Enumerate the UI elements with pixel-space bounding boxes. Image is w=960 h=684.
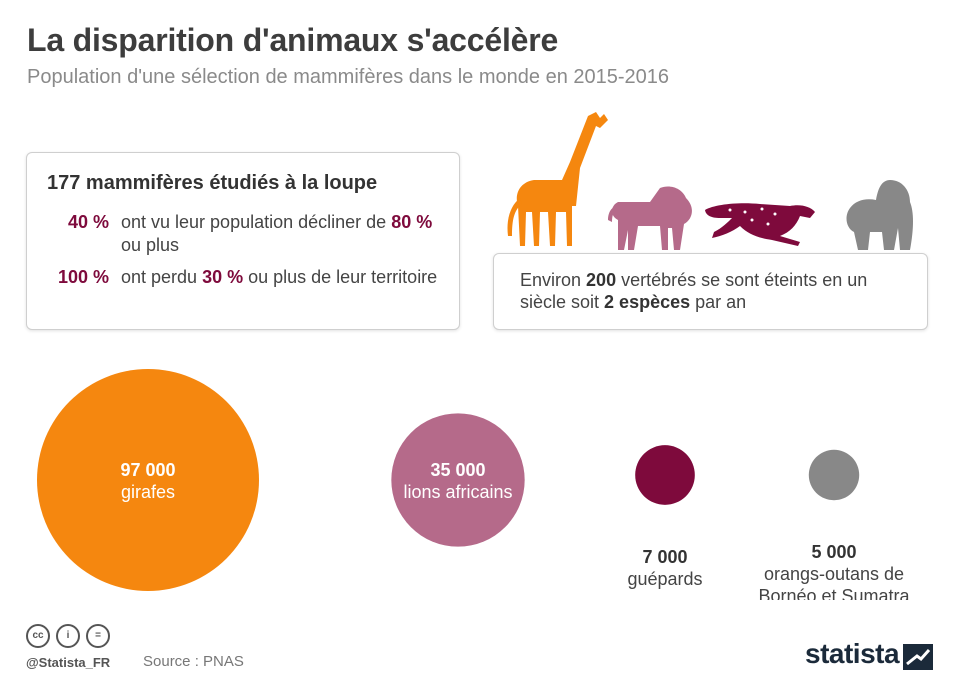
- source-note: Source : PNAS: [143, 653, 244, 670]
- nd-icon: =: [86, 624, 110, 648]
- note-text: Environ 200 vertébrés se sont éteints en…: [520, 270, 868, 312]
- chart-title: La disparition d'animaux s'accélère: [27, 22, 559, 58]
- info-box: 177 mammifères étudiés à la loupe 40 % o…: [26, 152, 460, 330]
- bubble-2: [635, 445, 695, 505]
- gorilla-icon: [846, 180, 913, 250]
- giraffe-icon: [507, 112, 608, 246]
- stat-text: ont vu leur population décliner de 80 % …: [121, 212, 433, 255]
- license-icons: cc i =: [26, 624, 116, 652]
- bubble-category-label: lions africains: [403, 482, 512, 502]
- bubble-category-label: guépards: [627, 569, 702, 589]
- animal-silhouettes: [507, 112, 913, 250]
- statista-logo: statista: [805, 638, 900, 669]
- bubble-value-label: 5 000: [811, 542, 856, 562]
- chart-subtitle: Population d'une sélection de mammifères…: [27, 66, 670, 88]
- bubble-value-label: 35 000: [430, 460, 485, 480]
- bubble-value-label: 7 000: [642, 547, 687, 567]
- cheetah-icon: [705, 203, 815, 246]
- info-box-heading: 177 mammifères étudiés à la loupe: [47, 172, 378, 194]
- bubble-3: [808, 449, 860, 501]
- stat-pct: 40 %: [67, 212, 109, 232]
- statista-logo-icon: [903, 644, 933, 670]
- cc-icon: cc: [26, 624, 50, 648]
- lion-icon: [608, 186, 692, 250]
- by-icon: i: [56, 624, 80, 648]
- stat-pct: 100 %: [57, 267, 109, 287]
- bubble-category-label: girafes: [121, 482, 175, 502]
- bubble-category-label: Bornéo et Sumatra: [758, 586, 910, 600]
- stat-text: ont perdu 30 % ou plus de leur territoir…: [121, 267, 438, 287]
- bubble-value-label: 97 000: [120, 460, 175, 480]
- social-handle: @Statista_FR: [26, 655, 111, 670]
- bubble-category-label: orangs-outans de: [764, 564, 904, 584]
- bubble-0: [37, 369, 259, 591]
- bubble-1: [391, 413, 525, 547]
- note-box: Environ 200 vertébrés se sont éteints en…: [493, 253, 928, 330]
